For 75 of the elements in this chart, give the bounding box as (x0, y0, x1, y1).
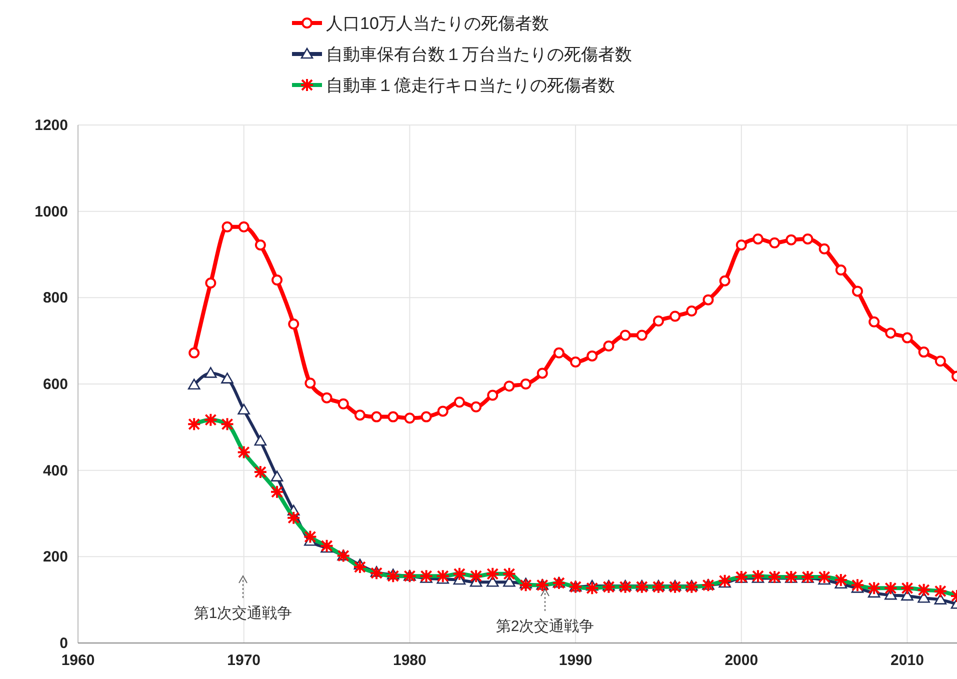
point (188, 378, 200, 390)
point (620, 330, 631, 341)
x-tick-label: 1970 (227, 652, 261, 669)
y-tick-label: 800 (42, 290, 68, 307)
point (752, 233, 764, 244)
point (321, 392, 332, 404)
point (503, 576, 516, 587)
legend-label: 人口10万人当たりの死傷者数 (326, 14, 549, 33)
point (371, 411, 382, 422)
annotation: 第1次交通戦争 (194, 605, 292, 622)
point (272, 274, 283, 286)
point (288, 318, 300, 330)
x-tick-label: 1980 (393, 652, 426, 669)
point (238, 221, 250, 232)
point (852, 286, 863, 297)
point (304, 378, 316, 389)
point (868, 316, 880, 328)
point (470, 401, 482, 412)
x-tick-label: 2000 (724, 652, 758, 669)
y-tick-label: 1200 (34, 117, 68, 134)
point (670, 310, 681, 322)
point (802, 233, 814, 244)
x-tick-label: 2010 (890, 652, 924, 669)
point (487, 390, 498, 401)
y-tick-label: 0 (60, 635, 68, 652)
point (238, 404, 250, 415)
point (835, 264, 846, 276)
point (934, 594, 947, 604)
point (885, 328, 896, 339)
point (270, 470, 284, 482)
point (570, 356, 582, 368)
point (486, 576, 499, 587)
point (254, 240, 266, 251)
point (338, 398, 349, 410)
point (454, 396, 465, 408)
point (901, 590, 914, 601)
point (918, 346, 930, 358)
legend-label: 自動車１億走行キロ当たりの死傷者数 (326, 76, 615, 95)
y-tick-label: 400 (42, 462, 68, 480)
x-tick-label: 1960 (61, 652, 95, 669)
point (222, 221, 233, 232)
point (420, 411, 432, 422)
point (553, 347, 564, 358)
point (652, 315, 664, 326)
point (636, 330, 648, 341)
point (786, 234, 797, 246)
point (354, 410, 366, 421)
point (504, 380, 515, 392)
point (902, 332, 913, 344)
point (736, 240, 747, 251)
point (719, 275, 730, 286)
point (204, 367, 217, 378)
point (918, 592, 930, 603)
point (702, 294, 714, 306)
point (221, 372, 234, 384)
point (254, 434, 267, 446)
annotation: 第2次交通戦争 (496, 618, 594, 635)
point (686, 306, 698, 317)
point (205, 277, 216, 288)
y-tick-label: 600 (42, 376, 68, 393)
point (769, 237, 780, 248)
point (818, 243, 830, 254)
point (586, 350, 598, 362)
legend-label: 自動車保有台数１万台当たりの死傷者数 (326, 45, 632, 64)
point (188, 347, 200, 358)
point (388, 411, 399, 422)
point (603, 340, 614, 352)
point (934, 356, 946, 367)
y-tick-label: 1000 (34, 203, 68, 220)
point (536, 368, 548, 379)
x-tick-label: 1990 (558, 652, 592, 669)
point (437, 406, 448, 417)
point (404, 412, 416, 424)
y-tick-label: 200 (42, 548, 68, 566)
point (520, 378, 532, 390)
